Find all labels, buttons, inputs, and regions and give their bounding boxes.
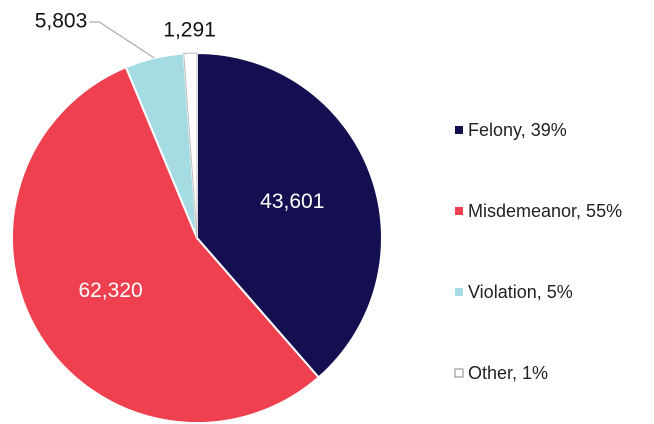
slice-label: 43,601	[260, 190, 324, 213]
legend-label: Other, 1%	[468, 363, 548, 383]
slice-label: 1,291	[163, 19, 216, 42]
legend-swatch	[455, 207, 463, 215]
pie-slice	[196, 51, 383, 379]
slice-label: 62,320	[78, 279, 142, 302]
leader-line	[89, 21, 155, 59]
legend-swatch	[455, 288, 463, 296]
legend-label: Felony, 39%	[468, 120, 567, 140]
legend-swatch	[455, 126, 463, 134]
legend-label: Violation, 5%	[468, 282, 573, 302]
pie-slice	[11, 65, 321, 424]
legend-swatch	[454, 368, 464, 378]
pie-slice	[183, 52, 198, 239]
legend-label: Misdemeanor, 55%	[468, 201, 622, 221]
slice-label: 5,803	[35, 10, 88, 33]
